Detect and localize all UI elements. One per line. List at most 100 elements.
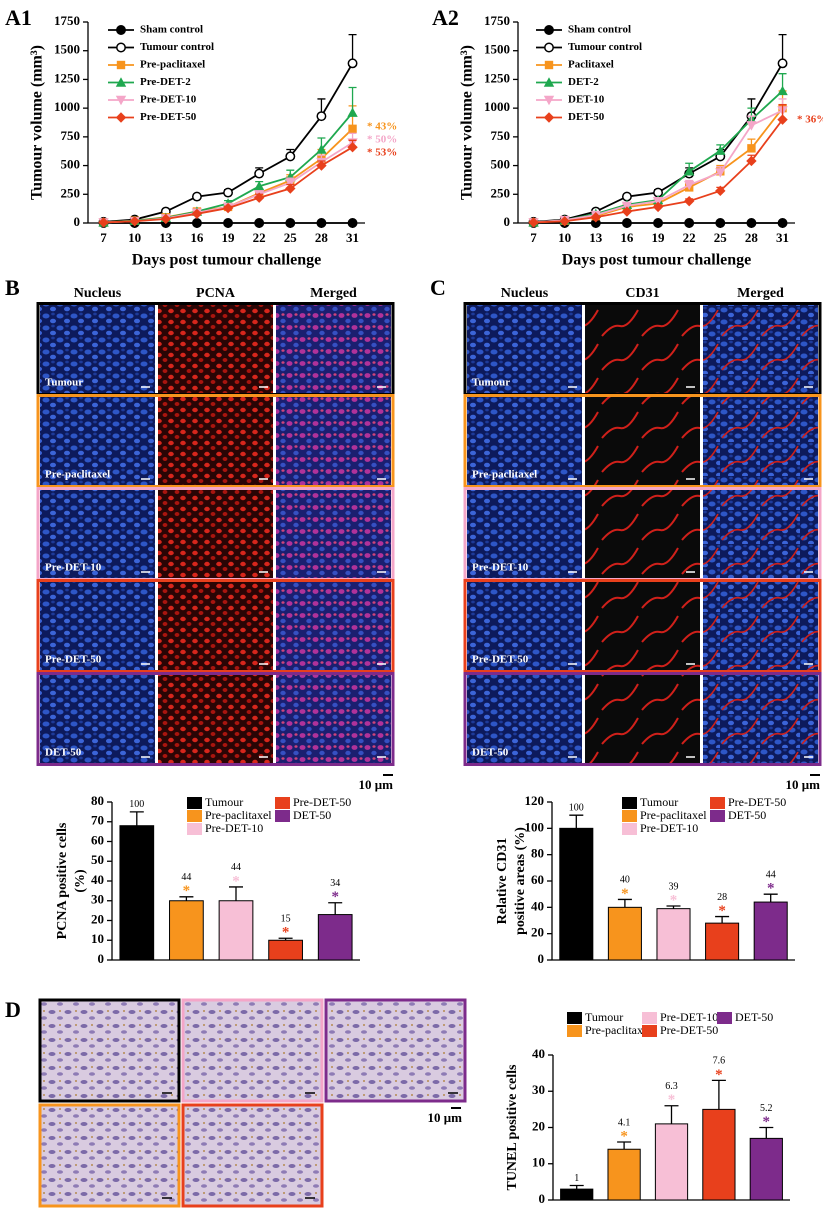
bar bbox=[607, 906, 642, 961]
x-tick-label: 16 bbox=[190, 230, 204, 245]
marker bbox=[590, 212, 602, 223]
bar-annotation: 6.3 bbox=[665, 1081, 678, 1092]
micrograph bbox=[585, 675, 700, 763]
legend-marker bbox=[544, 42, 554, 53]
legend-marker bbox=[115, 95, 127, 106]
significance-mark: * bbox=[232, 873, 240, 889]
marker bbox=[652, 196, 664, 207]
legend-marker bbox=[116, 60, 126, 70]
bar bbox=[317, 914, 353, 961]
y-tick-label: 80 bbox=[531, 846, 544, 861]
significance-mark: * bbox=[621, 886, 629, 902]
error-bar bbox=[129, 811, 144, 826]
marker bbox=[191, 218, 202, 228]
bar bbox=[169, 900, 204, 961]
bar bbox=[753, 901, 788, 961]
row-label: DET-50 bbox=[45, 747, 82, 759]
legend-marker bbox=[115, 112, 127, 123]
marker bbox=[348, 124, 357, 134]
bar-annotation: 5.2 bbox=[760, 1103, 773, 1114]
legend-label: Pre-DET-50 bbox=[728, 795, 786, 809]
legend-label: Pre-DET-50 bbox=[140, 111, 197, 123]
legend-label: Pre-paclitaxel bbox=[140, 59, 205, 71]
bar-annotation: 7.6 bbox=[713, 1056, 726, 1067]
micrograph bbox=[181, 998, 324, 1103]
significance-mark: * bbox=[767, 881, 775, 897]
legend-label: Tumour bbox=[585, 1010, 623, 1024]
marker bbox=[285, 218, 296, 228]
bar bbox=[705, 922, 740, 961]
micrograph bbox=[181, 1103, 324, 1208]
legend-swatch bbox=[187, 810, 202, 822]
y-tick-label: 30 bbox=[91, 892, 104, 907]
y-tick-label: 40 bbox=[91, 872, 104, 887]
micrograph bbox=[158, 305, 273, 393]
marker bbox=[621, 218, 632, 228]
micrograph bbox=[158, 675, 273, 763]
marker bbox=[223, 187, 234, 198]
y-tick-label: 1500 bbox=[484, 42, 510, 57]
column-header: Nucleus bbox=[501, 286, 549, 301]
legend-label: Pre-paclitaxel bbox=[640, 808, 707, 822]
legend-marker bbox=[543, 77, 555, 87]
annotation: * 53% bbox=[367, 147, 397, 159]
y-tick-label: 60 bbox=[531, 872, 544, 887]
legend-label: Pre-DET-50 bbox=[660, 1023, 718, 1037]
significance-mark: * bbox=[763, 1114, 771, 1130]
y-tick-label: 20 bbox=[91, 911, 104, 926]
bar bbox=[268, 939, 303, 961]
micrograph bbox=[38, 998, 181, 1103]
marker bbox=[683, 195, 695, 207]
legend-swatch bbox=[275, 797, 290, 809]
error-bar bbox=[617, 1141, 632, 1150]
y-axis-label: Relative CD31 bbox=[495, 838, 510, 925]
marker bbox=[129, 216, 140, 227]
legend-label: Tumour bbox=[205, 795, 243, 809]
legend-swatch bbox=[717, 1012, 732, 1024]
row-border bbox=[463, 672, 822, 766]
marker bbox=[316, 160, 327, 171]
legend-swatch bbox=[187, 797, 202, 809]
marker bbox=[191, 191, 202, 202]
row-label: Pre-paclitaxel bbox=[45, 469, 110, 481]
y-tick-label: 120 bbox=[525, 793, 545, 808]
column-header: CD31 bbox=[625, 286, 659, 301]
significance-mark: * bbox=[668, 1092, 676, 1108]
x-tick-label: 31 bbox=[776, 230, 789, 245]
micrograph bbox=[467, 305, 582, 393]
micrograph bbox=[276, 305, 391, 393]
legend-swatch bbox=[642, 1012, 657, 1024]
marker bbox=[715, 168, 726, 178]
row-label: Pre-DET-10 bbox=[45, 562, 102, 574]
legend-label: Sham control bbox=[568, 24, 631, 36]
significance-mark: * bbox=[715, 1067, 723, 1083]
y-tick-label: 0 bbox=[504, 214, 511, 229]
micrograph bbox=[158, 490, 273, 578]
y-tick-label: 0 bbox=[74, 214, 81, 229]
x-axis-label: Days post tumour challenge bbox=[562, 252, 752, 269]
marker bbox=[746, 121, 757, 131]
column-header: Merged bbox=[310, 286, 357, 301]
panel-label: A2 bbox=[432, 5, 459, 30]
panel-label: D bbox=[5, 997, 21, 1022]
bar-annotation: 4.1 bbox=[618, 1117, 631, 1128]
marker bbox=[253, 192, 265, 203]
data-label: 100 bbox=[569, 802, 584, 813]
micrograph bbox=[703, 305, 818, 393]
error-bar bbox=[569, 814, 584, 829]
y-tick-label: 80 bbox=[91, 793, 104, 808]
y-axis-label: TUNEL positive cells bbox=[505, 1064, 520, 1191]
error-bar bbox=[759, 1126, 774, 1139]
row-border bbox=[463, 394, 822, 488]
error-bar bbox=[711, 1079, 726, 1110]
marker bbox=[683, 180, 695, 191]
marker bbox=[285, 178, 296, 188]
legend-marker bbox=[544, 60, 554, 70]
marker bbox=[746, 218, 757, 228]
legend-swatch bbox=[710, 810, 725, 822]
significance-mark: * bbox=[331, 889, 339, 905]
micrograph bbox=[467, 675, 582, 763]
micrograph bbox=[703, 675, 818, 763]
micrograph bbox=[158, 397, 273, 485]
y-tick-label: 750 bbox=[491, 128, 511, 143]
